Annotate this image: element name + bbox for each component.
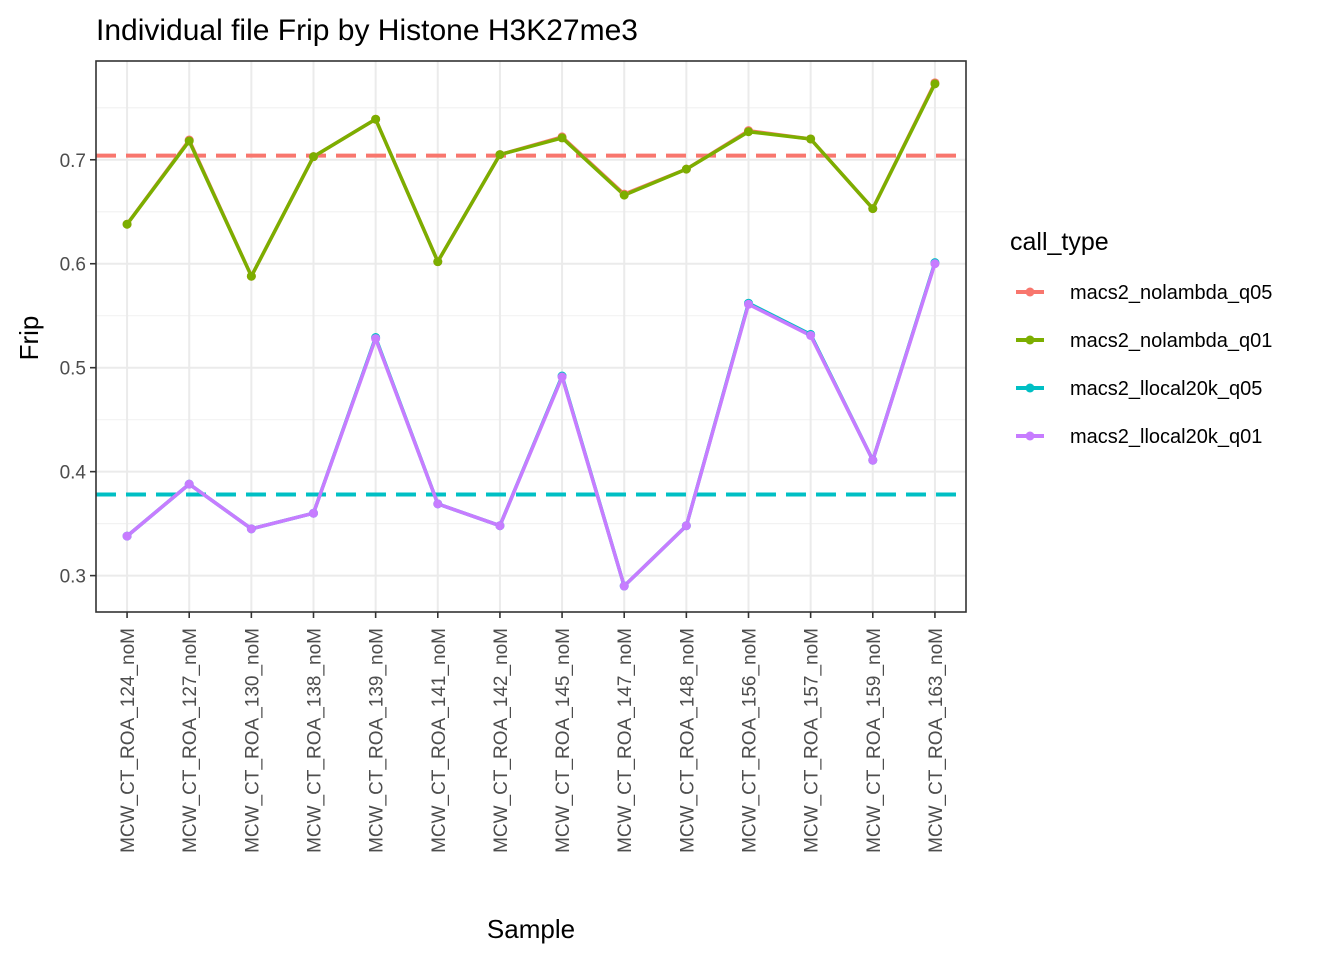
x-tick-label: MCW_CT_ROA_157_noM [802, 628, 823, 853]
data-point-macs2_nolambda_q01 [184, 136, 194, 146]
data-point-macs2_nolambda_q01 [868, 204, 878, 214]
panel-border [95, 60, 967, 613]
legend-key-point [1025, 335, 1035, 345]
x-tick-label: MCW_CT_ROA_124_noM [118, 628, 139, 853]
data-point-macs2_llocal20k_q01 [246, 524, 256, 534]
data-point-macs2_llocal20k_q01 [681, 521, 691, 531]
plot-panel: 0.3 0.4 0.5 0.6 0.7 MCW_CT_ROA_124_noM MCW_CT_… [60, 60, 967, 853]
x-tick-label: MCW_CT_ROA_130_noM [242, 628, 263, 853]
data-point-macs2_nolambda_q01 [681, 164, 691, 174]
legend-label: macs2_nolambda_q01 [1070, 330, 1272, 352]
panel-background [96, 61, 966, 612]
data-point-macs2_nolambda_q01 [557, 133, 567, 143]
data-point-macs2_nolambda_q01 [371, 114, 381, 124]
data-point-macs2_llocal20k_q01 [122, 531, 132, 541]
data-point-macs2_llocal20k_q01 [619, 581, 629, 591]
legend-key-point [1025, 287, 1035, 297]
x-tick-label: MCW_CT_ROA_138_noM [305, 628, 326, 853]
data-point-macs2_llocal20k_q01 [868, 455, 878, 465]
data-point-macs2_llocal20k_q01 [744, 299, 753, 309]
x-tick-label: MCW_CT_ROA_148_noM [677, 628, 698, 853]
data-point-macs2_nolambda_q01 [806, 134, 816, 144]
x-tick-label: MCW_CT_ROA_141_noM [429, 628, 450, 853]
x-tick-label: MCW_CT_ROA_145_noM [553, 628, 574, 853]
data-point-macs2_llocal20k_q01 [371, 334, 381, 344]
data-point-macs2_nolambda_q01 [246, 271, 256, 281]
series-line-macs2_nolambda_q01 [125, 83, 937, 278]
y-tick-label: 0.6 [60, 255, 86, 276]
x-axis-title: Sample [487, 914, 575, 944]
x-tick-label: MCW_CT_ROA_147_noM [615, 628, 636, 853]
series-line-macs2_llocal20k_q01 [125, 263, 937, 588]
legend-label: macs2_llocal20k_q01 [1070, 426, 1262, 448]
x-tick-label: MCW_CT_ROA_139_noM [367, 628, 388, 853]
data-point-macs2_llocal20k_q01 [557, 372, 567, 382]
data-point-macs2_llocal20k_q01 [806, 330, 816, 340]
data-point-macs2_llocal20k_q01 [433, 499, 443, 509]
y-tick-label: 0.7 [60, 151, 86, 172]
data-point-macs2_nolambda_q01 [495, 150, 505, 160]
legend-title: call_type [1010, 228, 1109, 256]
legend: call_type macs2_nolambda_q05 macs2_nolamb… [1010, 228, 1272, 448]
data-point-macs2_llocal20k_q01 [930, 259, 940, 269]
x-tick-label: MCW_CT_ROA_156_noM [740, 628, 761, 853]
data-point-macs2_nolambda_q01 [744, 127, 753, 137]
x-tick-label: MCW_CT_ROA_142_noM [491, 628, 512, 853]
x-tick-label: MCW_CT_ROA_127_noM [180, 628, 201, 853]
legend-key-point [1025, 383, 1035, 393]
data-point-macs2_nolambda_q01 [309, 152, 318, 162]
data-point-macs2_llocal20k_q01 [309, 508, 318, 518]
legend-label: macs2_nolambda_q05 [1070, 282, 1272, 304]
y-tick-label: 0.5 [60, 359, 86, 380]
data-point-macs2_llocal20k_q01 [184, 479, 194, 489]
data-point-macs2_nolambda_q01 [122, 219, 132, 229]
y-tick-label: 0.4 [60, 463, 87, 484]
y-tick-label: 0.3 [60, 567, 86, 588]
data-point-macs2_llocal20k_q01 [495, 521, 505, 531]
data-point-macs2_nolambda_q01 [619, 190, 629, 200]
x-tick-label: MCW_CT_ROA_159_noM [864, 628, 885, 853]
y-axis-title: Frip [14, 316, 44, 361]
legend-label: macs2_llocal20k_q05 [1070, 378, 1262, 400]
legend-key-point [1025, 431, 1035, 441]
chart-title: Individual file Frip by Histone H3K27me3 [96, 14, 638, 47]
data-point-macs2_nolambda_q01 [930, 79, 940, 89]
x-tick-label: MCW_CT_ROA_163_noM [926, 628, 947, 853]
data-point-macs2_nolambda_q01 [433, 257, 443, 267]
